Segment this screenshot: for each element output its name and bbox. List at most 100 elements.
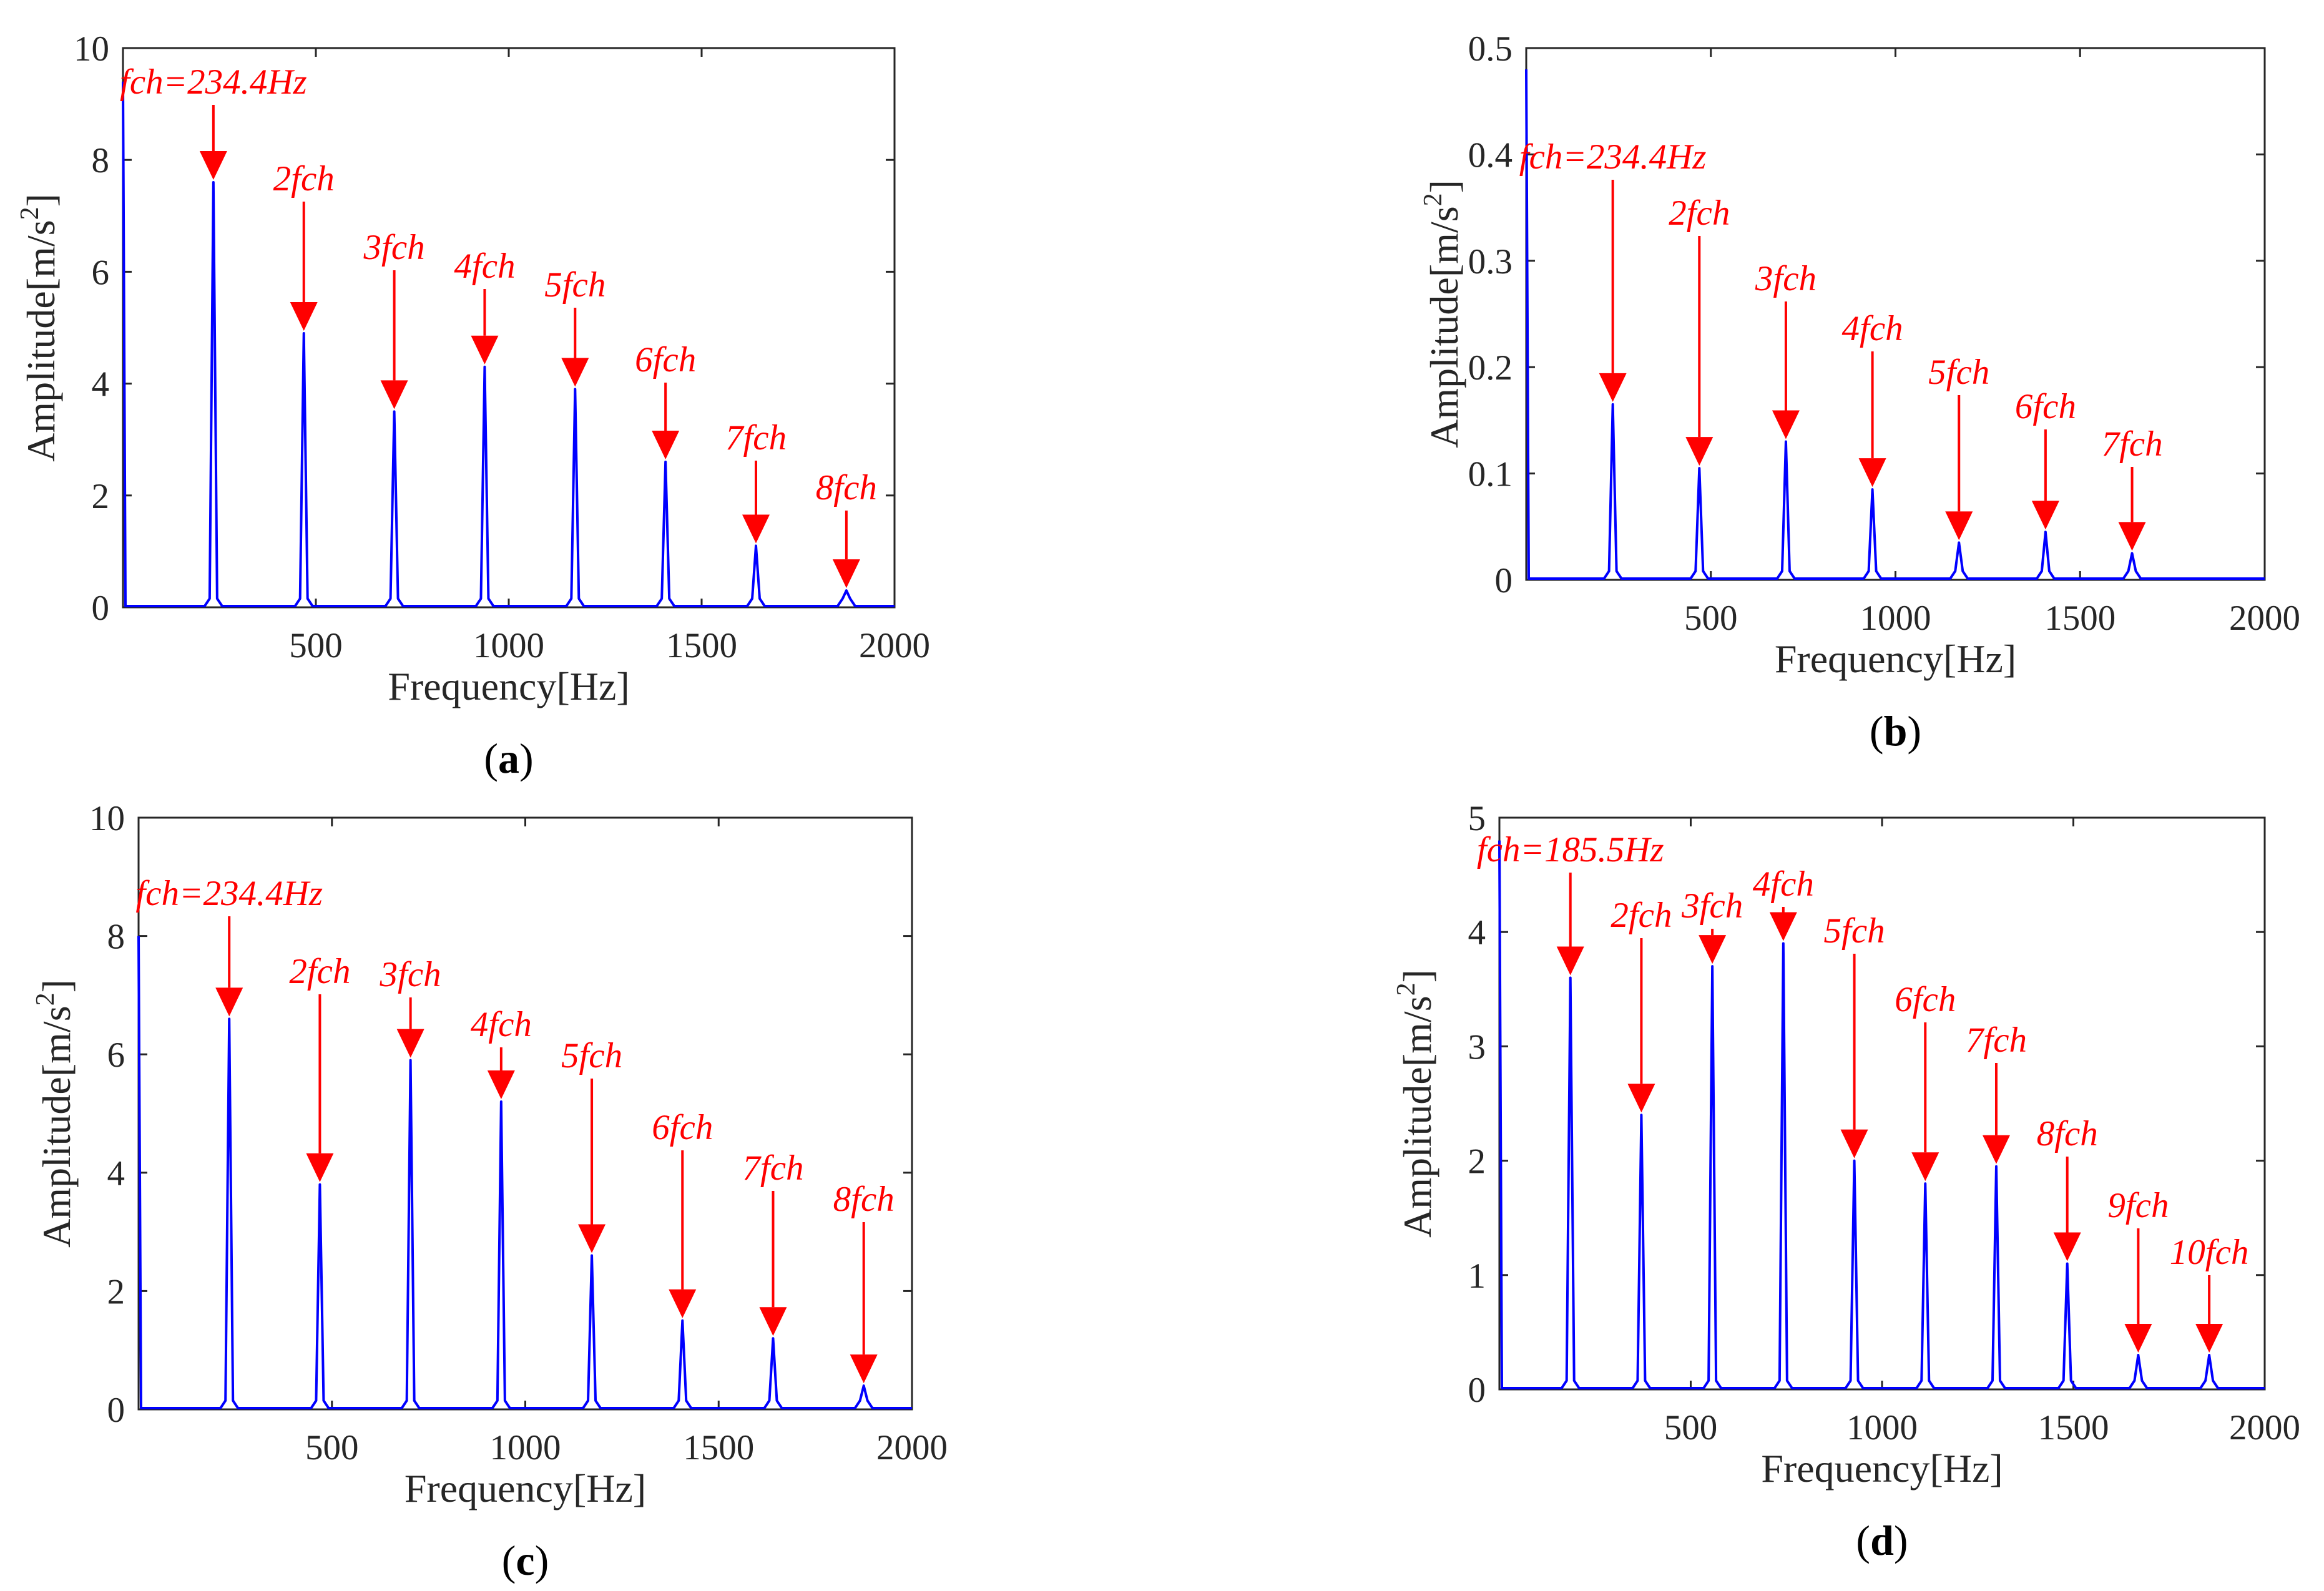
y-tick-label: 0.1 [1468, 455, 1513, 494]
peak-arrow-head [2031, 501, 2059, 530]
y-tick-label: 2 [92, 477, 110, 516]
x-tick-label: 500 [305, 1428, 359, 1467]
y-axis-label: Amplitude[m/s2] [1392, 969, 1439, 1238]
y-axis-label-main: Amplitude[m/s [1395, 996, 1439, 1238]
caption-open: ( [1870, 707, 1884, 755]
x-tick-label: 2000 [2229, 599, 2300, 638]
y-tick-label: 0 [107, 1391, 125, 1430]
y-tick-label: 4 [92, 365, 110, 404]
peak-arrow-head [396, 1029, 424, 1058]
peak-arrow-head [669, 1289, 697, 1318]
peak-arrow-head [306, 1153, 334, 1182]
peak-arrow-head [1685, 437, 1714, 466]
peak-label: 3fch [1681, 886, 1743, 926]
peak-label: 7fch [742, 1148, 803, 1188]
y-axis-label-end: ] [19, 193, 63, 207]
x-tick-label: 1000 [1860, 599, 1931, 638]
y-tick-label: 0.4 [1468, 135, 1513, 175]
x-axis-label: Frequency[Hz] [388, 664, 629, 708]
y-tick-label: 2 [1468, 1142, 1486, 1182]
x-tick-label: 1500 [683, 1428, 754, 1467]
spectrum-line [122, 81, 895, 607]
subfigure-caption: (a) [484, 735, 533, 782]
peak-arrow-head [487, 1070, 515, 1100]
peak-arrow-head [2053, 1232, 2081, 1261]
peak-label: 2fch [289, 952, 350, 991]
spectrum-line [1525, 69, 2265, 580]
peak-arrow-head [1627, 1084, 1655, 1113]
y-tick-label: 10 [74, 29, 109, 69]
caption-letter: b [1884, 707, 1908, 755]
peak-arrow-head [2124, 1324, 2152, 1353]
x-axis-label: Frequency[Hz] [1775, 637, 2016, 681]
peak-label: 5fch [544, 265, 606, 305]
peak-label: 5fch [1823, 911, 1885, 951]
x-axis-label: Frequency[Hz] [404, 1466, 646, 1510]
chart-c: 500 1000 1500 2000 0 2 4 6 8 10 Frequency[Hz] Ampli… [31, 799, 948, 1584]
peak-arrow-head [471, 335, 499, 365]
y-tick-label: 6 [92, 253, 110, 292]
subfigure-caption: (d) [1856, 1517, 1908, 1564]
peak-label: 2fch [273, 159, 335, 198]
peak-label: 4fch [1753, 864, 1814, 904]
caption-letter: d [1870, 1517, 1894, 1564]
subfigure-caption: (c) [502, 1537, 549, 1584]
x-tick-label: 1500 [2038, 1408, 2109, 1447]
peak-label: 9fch [2107, 1186, 2169, 1225]
peak-arrow-head [832, 559, 860, 589]
peak-label: 2fch [1669, 193, 1730, 233]
caption-close: ) [1894, 1517, 1908, 1564]
x-tick-label: 1500 [2044, 599, 2116, 638]
peak-label: 4fch [471, 1005, 532, 1044]
x-tick-label: 2000 [859, 626, 930, 665]
peak-label: fch=234.4Hz [120, 62, 307, 102]
peak-arrow-head [652, 431, 680, 460]
peak-label: 5fch [561, 1036, 622, 1075]
x-tick-label: 2000 [876, 1428, 948, 1467]
y-tick-label: 10 [89, 799, 125, 838]
peak-arrow-head [1911, 1152, 1939, 1182]
y-tick-label: 0 [1495, 561, 1513, 600]
y-axis-label-sup: 2 [1392, 982, 1421, 996]
y-tick-label: 8 [92, 141, 110, 180]
y-tick-label: 0 [92, 589, 110, 628]
peak-label: 8fch [833, 1180, 895, 1219]
y-axis-label-sup: 2 [31, 992, 60, 1006]
peak-arrow-head [561, 358, 589, 387]
peak-arrow-head [1556, 946, 1584, 976]
peak-label: 7fch [725, 418, 787, 458]
x-axis-label: Frequency[Hz] [1761, 1446, 2003, 1491]
y-axis-label-sup: 2 [1419, 193, 1448, 206]
peak-label: 6fch [652, 1108, 713, 1147]
peak-arrow-head [215, 987, 243, 1017]
peak-label: 8fch [2037, 1114, 2098, 1153]
y-axis-label-end: ] [34, 979, 79, 992]
peak-label: 7fch [2101, 424, 2162, 464]
y-axis-label-sup: 2 [16, 207, 44, 220]
peak-label: 3fch [1755, 259, 1817, 298]
peak-arrow-head [1858, 458, 1886, 487]
peak-label: 7fch [1966, 1021, 2027, 1060]
x-tick-label: 500 [1684, 599, 1738, 638]
subfigure-caption: (b) [1870, 707, 1921, 755]
chart-d: 500 1000 1500 2000 0 1 2 3 4 5 Frequency[Hz] Amplit… [1392, 799, 2300, 1564]
y-tick-label: 4 [107, 1154, 125, 1193]
peak-label: fch=185.5Hz [1477, 830, 1664, 869]
caption-letter: a [498, 735, 519, 782]
y-tick-label: 0.3 [1468, 242, 1513, 281]
y-tick-label: 0.5 [1468, 29, 1513, 69]
y-tick-label: 6 [107, 1035, 125, 1075]
caption-close: ) [1907, 707, 1921, 755]
chart-b: 500 1000 1500 2000 0 0.1 0.2 0.3 0.4 0.5 Frequency… [1419, 29, 2300, 755]
x-tick-label: 1500 [666, 626, 737, 665]
caption-open: ( [484, 735, 498, 782]
peak-label: 4fch [1842, 309, 1903, 348]
y-tick-label: 1 [1468, 1256, 1486, 1296]
y-axis-label-end: ] [1422, 180, 1466, 193]
x-tick-label: 2000 [2229, 1408, 2300, 1447]
x-tick-label: 1000 [490, 1428, 561, 1467]
caption-letter: c [516, 1537, 534, 1584]
peak-arrow-head [759, 1307, 787, 1336]
peak-arrow-head [2195, 1324, 2223, 1353]
